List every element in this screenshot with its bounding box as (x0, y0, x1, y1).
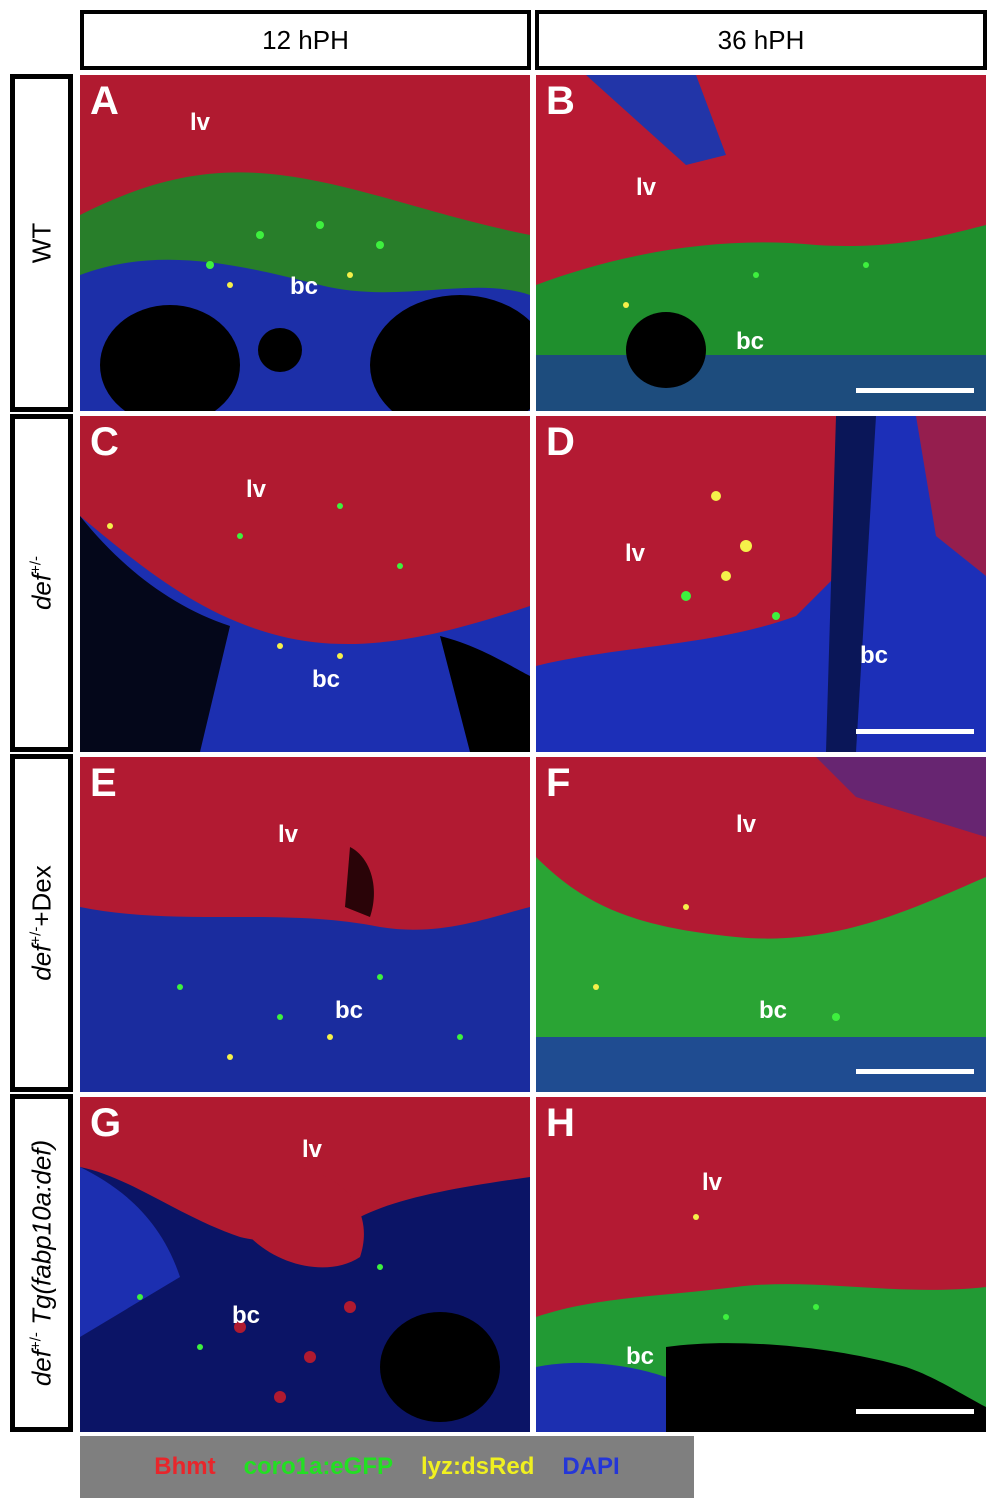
liver-label: lv (735, 811, 757, 838)
column-header-label: 36 hPH (717, 24, 805, 55)
blood-clot-label: bc (758, 997, 788, 1024)
channel-legend: Bhmt coro1a:eGFP lyz:dsRed DAPI (80, 1436, 694, 1498)
panel-letter: G (90, 1101, 122, 1145)
micrograph-f (536, 757, 986, 1092)
blood-clot-label: bc (231, 1302, 261, 1329)
liver-label: lv (189, 109, 211, 136)
row-header-def: def+/- (10, 414, 73, 752)
micrograph-d (536, 416, 986, 752)
row-header-def-dex: def+/-+Dex (10, 754, 73, 1092)
panel-letter: C (90, 420, 119, 464)
liver-label: lv (635, 174, 657, 201)
liver-label: lv (245, 476, 267, 503)
column-header-label: 12 hPH (262, 24, 349, 55)
liver-label: lv (277, 821, 299, 848)
scale-bar (856, 1069, 974, 1074)
row-label: def+/-+Dex (26, 865, 56, 981)
blood-clot-label: bc (334, 997, 364, 1024)
column-header-36hph: 36 hPH (535, 10, 987, 70)
row-header-def-tg: def+/- Tg(fabp10a:def) (10, 1094, 73, 1432)
panel-d: D lv bc (536, 416, 986, 752)
panel-letter: H (546, 1101, 575, 1145)
blood-clot-label: bc (311, 666, 341, 693)
row-label: def+/- (26, 555, 56, 611)
panel-c: C lv bc (80, 416, 530, 752)
micrograph-c (80, 416, 530, 752)
legend-coro1a-egfp: coro1a:eGFP (243, 1453, 393, 1480)
panel-letter: A (90, 79, 119, 123)
row-label: def+/- Tg(fabp10a:def) (26, 1139, 56, 1387)
panel-letter: E (90, 761, 117, 805)
blood-clot-label: bc (625, 1343, 655, 1370)
micrograph-g (80, 1097, 530, 1432)
liver-label: lv (301, 1136, 323, 1163)
panel-letter: F (546, 761, 571, 805)
micrograph-a (80, 75, 530, 411)
legend-dapi: DAPI (562, 1453, 620, 1480)
panel-f: F lv bc (536, 757, 986, 1092)
row-label: WT (26, 222, 56, 264)
scale-bar (856, 1409, 974, 1414)
panel-letter: D (546, 420, 575, 464)
row-header-wt: WT (10, 74, 73, 412)
panel-b: B lv bc (536, 75, 986, 411)
panel-a: A lv bc (80, 75, 530, 411)
micrograph-h (536, 1097, 986, 1432)
scale-bar (856, 729, 974, 734)
panel-h: H lv bc (536, 1097, 986, 1432)
panel-letter: B (546, 79, 575, 123)
blood-clot-label: bc (859, 642, 889, 669)
panel-g: G lv bc (80, 1097, 530, 1432)
liver-label: lv (701, 1169, 723, 1196)
column-header-12hph: 12 hPH (80, 10, 531, 70)
blood-clot-label: bc (735, 328, 765, 355)
micrograph-b (536, 75, 986, 411)
legend-bhmt: Bhmt (154, 1453, 216, 1480)
liver-label: lv (624, 540, 646, 567)
scale-bar (856, 388, 974, 393)
blood-clot-label: bc (289, 273, 319, 300)
legend-lyz-dsred: lyz:dsRed (421, 1453, 535, 1480)
micrograph-e (80, 757, 530, 1092)
panel-e: E lv bc (80, 757, 530, 1092)
